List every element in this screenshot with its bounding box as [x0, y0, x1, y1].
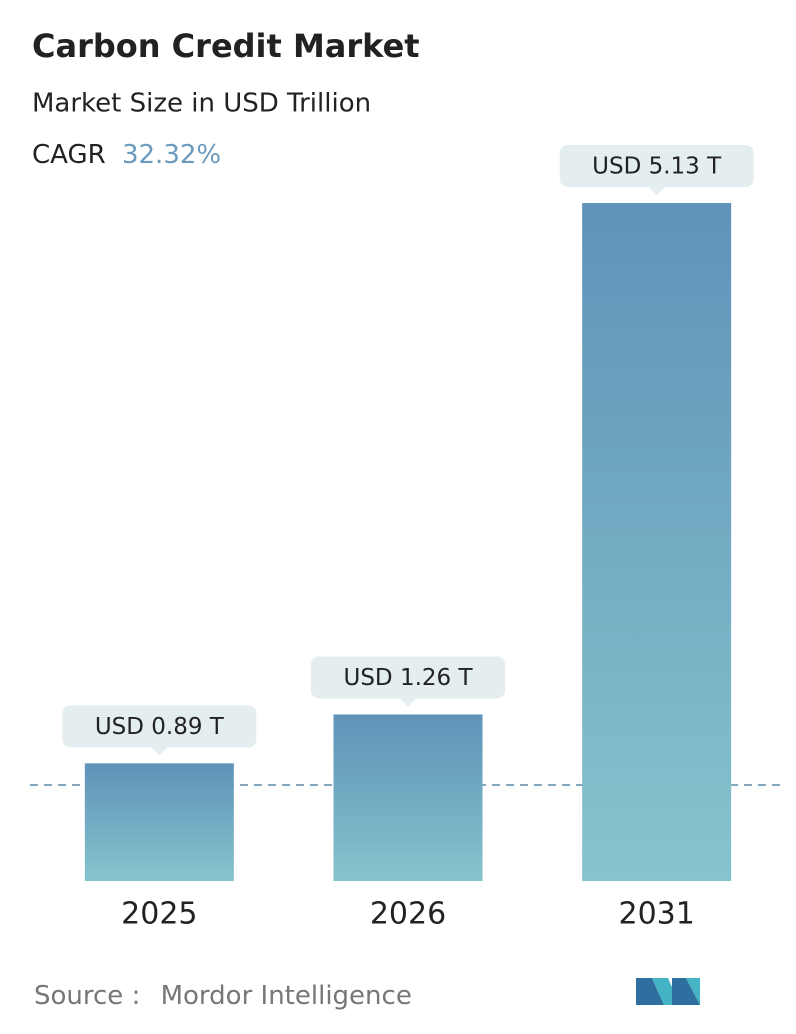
value-label: USD 5.13 T — [592, 154, 722, 180]
chart-title: Carbon Credit Market — [32, 27, 420, 65]
bar — [582, 203, 732, 881]
x-tick-label: 2031 — [618, 897, 694, 932]
source-label: Source : — [34, 981, 140, 1011]
x-tick-label: 2025 — [121, 897, 197, 932]
bar — [84, 763, 234, 881]
cagr-text: CAGR 32.32% — [32, 140, 221, 170]
value-label-box — [62, 705, 257, 756]
cagr-value: 32.32% — [122, 140, 221, 170]
bars: USD 0.89 T 2025 USD 1.26 T 2026 USD 5.13 T 20… — [62, 145, 754, 932]
value-label: USD 1.26 T — [343, 665, 473, 691]
value-label-box — [559, 145, 754, 195]
bar — [333, 714, 483, 881]
logo — [636, 978, 700, 1005]
x-tick-label: 2026 — [370, 897, 446, 932]
chart-subtitle: Market Size in USD Trillion — [32, 89, 371, 119]
value-label: USD 0.89 T — [95, 714, 225, 740]
source-name: Mordor Intelligence — [161, 981, 412, 1011]
value-label-box — [311, 656, 505, 707]
source-text: Source : Mordor Intelligence — [34, 981, 412, 1011]
cagr-label: CAGR — [32, 140, 106, 170]
